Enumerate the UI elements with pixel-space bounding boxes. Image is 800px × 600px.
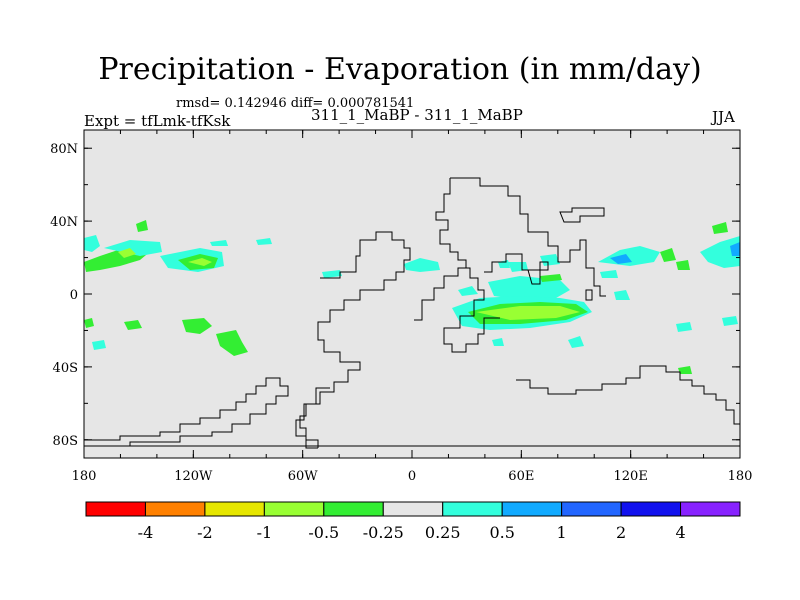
colorbar-label: -2: [197, 523, 213, 542]
colorbar-label: 0.25: [425, 523, 461, 542]
patch-cyan-pac3: [700, 236, 740, 268]
colorbar-swatch: [501, 501, 563, 517]
stats-text: rmsd= 0.142946 diff= 0.000781541: [176, 96, 415, 111]
outline-australia: [516, 365, 741, 438]
patch-green-small4: [182, 318, 212, 334]
colorbar-swatch: [85, 501, 146, 517]
patch-green-s5: [678, 366, 692, 374]
patch-green-small2: [84, 318, 94, 328]
patch-cyan-band: [104, 240, 162, 256]
outline-india: [527, 269, 541, 285]
y-tick-label: 40S: [53, 361, 78, 376]
patch-cyan-small1: [256, 238, 272, 245]
x-tick-label: 60W: [288, 469, 319, 484]
colorbar-swatch: [620, 501, 682, 517]
patch-lime-left: [118, 248, 136, 258]
colorbar-swatch: [204, 501, 265, 517]
colorbar-swatch: [680, 501, 741, 517]
outline-antarctic-west: [84, 377, 289, 447]
colorbar-swatch: [263, 501, 325, 517]
patch-cyan-s2: [676, 322, 692, 332]
patch-cyan-pac2: [600, 270, 618, 278]
x-tick-label: 180: [72, 469, 97, 484]
patch-green-pac: [660, 248, 676, 262]
outline-indonesia-1: [585, 289, 593, 301]
axis-ticks: [83, 130, 741, 458]
x-tick-label: 60E: [508, 469, 534, 484]
patch-cyan-small2: [210, 240, 228, 246]
patch-cyan-sea: [540, 254, 560, 266]
x-tick-label: 120W: [174, 469, 213, 484]
patch-green-pac2: [676, 260, 690, 270]
x-tick-label: 0: [408, 469, 416, 484]
anomaly-patches: [84, 220, 740, 374]
map-background: [84, 130, 740, 458]
colorbar-label: -0.25: [363, 523, 404, 542]
y-tick-label: 80S: [53, 434, 78, 449]
patch-cyan-sahel1: [322, 270, 342, 278]
patch-blue-east: [730, 242, 740, 256]
continent-outlines: [84, 177, 741, 449]
patch-green-east: [712, 222, 728, 234]
season-label: JJA: [712, 108, 735, 126]
outline-indonesia-2: [539, 261, 549, 271]
x-tick-label: 120E: [614, 469, 648, 484]
colorbar-label: 1: [557, 523, 567, 542]
patch-cyan-s3: [722, 316, 738, 326]
patch-green-small5: [216, 330, 248, 356]
colorbar-labels: -4 -2 -1 -0.5 -0.25 0.25 0.5 1 2 4: [138, 523, 686, 542]
outline-scandinavia: [559, 207, 605, 223]
y-tick-label: 80N: [50, 142, 78, 157]
patch-green-small1: [136, 220, 148, 232]
colorbar-label: -4: [138, 523, 154, 542]
outline-europe: [435, 178, 467, 268]
outline-andes: [295, 387, 330, 449]
patch-lime-mid1: [188, 258, 212, 266]
colorbar-label: -0.5: [308, 523, 339, 542]
x-tick-label: 180: [728, 469, 753, 484]
y-tick-labels: 80N 40N 0 40S 80S: [50, 142, 78, 449]
patch-cyan-small3: [92, 340, 106, 350]
colorbar-swatch: [382, 501, 444, 517]
outline-eurasia: [450, 177, 606, 297]
y-tick-label: 0: [70, 288, 78, 303]
colorbar-label: 2: [616, 523, 626, 542]
x-tick-labels: 180 120W 60W 0 60E 120E 180: [72, 469, 753, 484]
patch-green-north-io: [540, 274, 562, 282]
colorbar-label: 4: [675, 523, 685, 542]
colorbar-swatch: [442, 501, 503, 517]
colorbar-label: -1: [257, 523, 273, 542]
patch-green-small3: [124, 320, 142, 330]
patch-cyan-large: [488, 276, 570, 300]
colorbar-label: 0.5: [489, 523, 514, 542]
outline-americas: [299, 231, 411, 448]
colorbar-swatch: [323, 501, 384, 517]
outline-arabia: [484, 253, 530, 273]
patch-blue-pac: [610, 254, 632, 264]
outline-africa: [414, 267, 500, 353]
patch-cyan-s6: [492, 338, 504, 346]
chart-title: Precipitation - Evaporation (in mm/day): [98, 52, 702, 87]
patch-cyan-s1: [568, 336, 584, 348]
experiment-label: Expt = tfLmk-tfKsk: [84, 112, 231, 130]
patch-cyan-left: [84, 235, 100, 252]
patch-cyan-africa: [404, 258, 440, 272]
colorbar: [85, 501, 741, 517]
patch-lime-io: [476, 306, 580, 320]
subtitle-center: 311_1_MaBP - 311_1_MaBP: [311, 106, 523, 124]
patch-cyan-sahel2: [458, 286, 478, 296]
y-tick-label: 40N: [50, 215, 78, 230]
patch-cyan-s4: [614, 290, 630, 300]
colorbar-swatch: [144, 501, 206, 517]
colorbar-swatch: [561, 501, 622, 517]
patch-cyan-pac1: [598, 246, 660, 266]
